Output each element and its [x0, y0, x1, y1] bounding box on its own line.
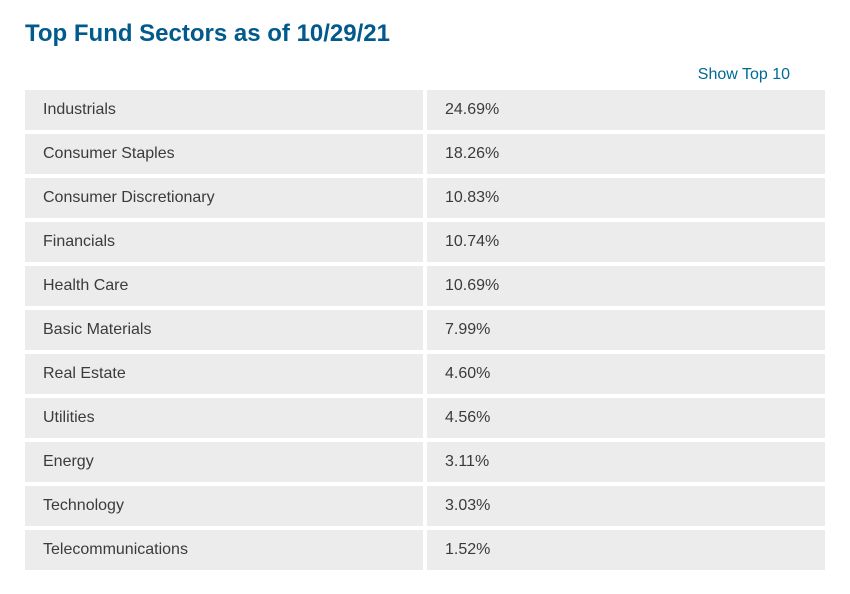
sector-cell: Energy: [25, 440, 425, 484]
show-link-row: Show Top 10: [25, 66, 825, 84]
table-row: Telecommunications 1.52%: [25, 528, 825, 572]
show-top-link[interactable]: Show Top 10: [698, 66, 790, 83]
table-row: Real Estate 4.60%: [25, 352, 825, 396]
table-row: Energy 3.11%: [25, 440, 825, 484]
table-row: Basic Materials 7.99%: [25, 308, 825, 352]
sector-cell: Health Care: [25, 264, 425, 308]
pct-cell: 10.74%: [425, 220, 825, 264]
table-row: Financials 10.74%: [25, 220, 825, 264]
table-row: Consumer Staples 18.26%: [25, 132, 825, 176]
sector-cell: Consumer Staples: [25, 132, 425, 176]
pct-cell: 3.03%: [425, 484, 825, 528]
sector-cell: Consumer Discretionary: [25, 176, 425, 220]
pct-cell: 4.56%: [425, 396, 825, 440]
sector-cell: Telecommunications: [25, 528, 425, 572]
table-row: Industrials 24.69%: [25, 90, 825, 132]
sector-cell: Real Estate: [25, 352, 425, 396]
pct-cell: 10.83%: [425, 176, 825, 220]
table-row: Consumer Discretionary 10.83%: [25, 176, 825, 220]
table-row: Health Care 10.69%: [25, 264, 825, 308]
table-row: Utilities 4.56%: [25, 396, 825, 440]
pct-cell: 18.26%: [425, 132, 825, 176]
pct-cell: 10.69%: [425, 264, 825, 308]
sector-cell: Industrials: [25, 90, 425, 132]
sectors-table-body: Industrials 24.69% Consumer Staples 18.2…: [25, 90, 825, 572]
pct-cell: 24.69%: [425, 90, 825, 132]
table-row: Technology 3.03%: [25, 484, 825, 528]
sectors-table: Industrials 24.69% Consumer Staples 18.2…: [25, 90, 825, 574]
sector-cell: Technology: [25, 484, 425, 528]
sector-cell: Basic Materials: [25, 308, 425, 352]
pct-cell: 4.60%: [425, 352, 825, 396]
sector-cell: Financials: [25, 220, 425, 264]
pct-cell: 7.99%: [425, 308, 825, 352]
pct-cell: 3.11%: [425, 440, 825, 484]
page-title: Top Fund Sectors as of 10/29/21: [25, 20, 825, 48]
sector-cell: Utilities: [25, 396, 425, 440]
pct-cell: 1.52%: [425, 528, 825, 572]
